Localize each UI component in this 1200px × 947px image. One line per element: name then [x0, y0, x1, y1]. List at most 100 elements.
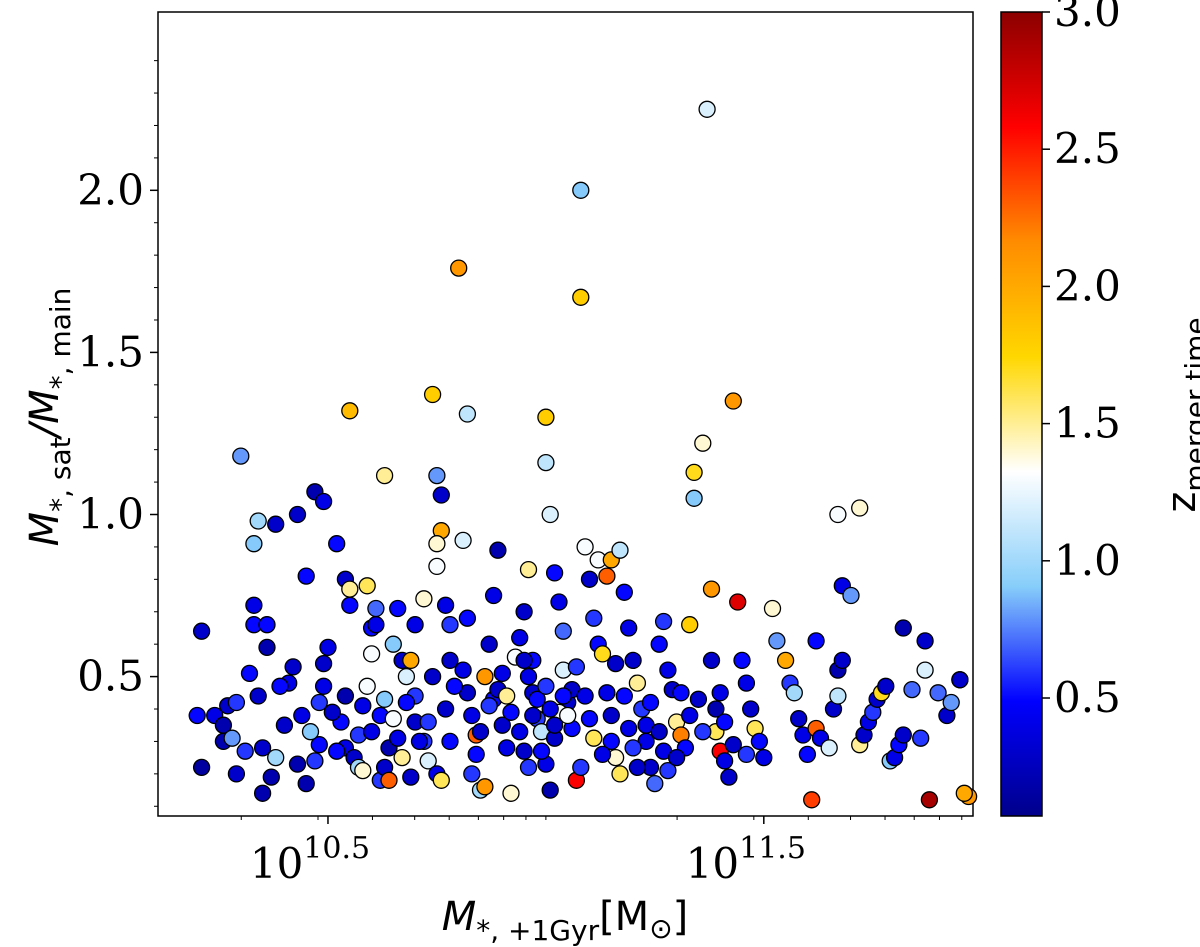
- data-point: [537, 677, 555, 695]
- data-point: [467, 745, 485, 764]
- colorbar-tick-label: 2.0: [1054, 261, 1121, 310]
- data-point: [702, 580, 721, 598]
- data-point: [432, 771, 450, 789]
- data-point: [223, 729, 241, 747]
- data-point: [920, 791, 939, 809]
- data-point: [624, 739, 642, 757]
- data-point: [336, 687, 355, 705]
- data-point: [545, 564, 564, 582]
- data-point: [763, 599, 782, 618]
- data-point: [480, 635, 498, 653]
- data-point: [267, 515, 285, 533]
- data-point: [602, 706, 620, 725]
- data-point: [288, 505, 307, 524]
- data-point: [384, 635, 402, 653]
- y-axis-label: M*, sat/M*, main: [22, 288, 77, 547]
- data-point: [955, 784, 973, 802]
- data-point: [580, 570, 599, 588]
- data-point: [829, 505, 847, 524]
- data-point: [715, 713, 734, 731]
- data-point: [598, 684, 616, 702]
- data-point: [463, 765, 481, 783]
- data-point: [654, 612, 673, 631]
- data-point: [755, 748, 773, 767]
- data-point: [742, 700, 760, 718]
- data-point: [323, 703, 341, 721]
- data-point: [310, 736, 328, 754]
- data-point: [380, 771, 398, 789]
- data-point: [314, 654, 333, 673]
- data-point: [851, 499, 869, 517]
- y-tick-label: 0.5: [77, 652, 144, 701]
- data-point: [306, 752, 324, 770]
- colorbar-tick-label: 1.0: [1054, 536, 1121, 585]
- data-point: [807, 632, 825, 650]
- data-point: [436, 700, 455, 718]
- y-tick-label: 1.0: [77, 490, 144, 539]
- data-point: [502, 784, 520, 802]
- data-point: [729, 593, 747, 611]
- data-point: [314, 677, 333, 695]
- data-point: [912, 729, 930, 747]
- data-point: [689, 690, 708, 708]
- data-point: [720, 768, 738, 786]
- data-point: [685, 489, 703, 507]
- data-point: [545, 716, 564, 734]
- data-point: [585, 729, 603, 747]
- data-point: [450, 259, 468, 277]
- data-point: [328, 535, 346, 553]
- data-point: [511, 629, 529, 647]
- data-point: [694, 434, 712, 452]
- data-point: [519, 560, 538, 579]
- data-point: [441, 651, 459, 670]
- data-point: [354, 697, 372, 715]
- data-point: [641, 693, 660, 712]
- data-point: [436, 596, 455, 614]
- data-point: [916, 632, 934, 650]
- data-point: [541, 781, 559, 799]
- data-point: [258, 638, 276, 657]
- data-point: [397, 693, 416, 712]
- data-point: [249, 512, 267, 530]
- data-point: [258, 616, 276, 634]
- data-point: [498, 739, 516, 757]
- data-point: [476, 778, 494, 796]
- data-point: [362, 723, 381, 741]
- data-point: [606, 654, 625, 673]
- data-point: [615, 583, 633, 601]
- data-point: [580, 710, 599, 728]
- data-point: [410, 732, 429, 751]
- data-point: [319, 638, 337, 657]
- data-point: [511, 723, 529, 741]
- data-point: [415, 590, 433, 608]
- data-point: [393, 748, 411, 767]
- data-point: [829, 687, 847, 705]
- data-point: [711, 684, 729, 702]
- data-point: [576, 687, 594, 705]
- data-point: [454, 531, 472, 550]
- data-point: [441, 732, 459, 751]
- data-point: [188, 706, 206, 725]
- x-tick-label: 1011.5: [686, 831, 806, 888]
- data-point: [532, 742, 551, 760]
- data-point: [192, 622, 211, 640]
- y-axis: 0.5 1.0 1.5 2.0: [77, 60, 158, 807]
- data-point: [301, 723, 320, 741]
- y-tick-label: 1.5: [77, 327, 144, 376]
- data-point: [611, 541, 629, 559]
- data-point: [493, 716, 511, 734]
- data-point: [877, 677, 895, 695]
- y-tick-label: 2.0: [77, 165, 144, 214]
- data-point: [471, 723, 490, 741]
- data-point: [463, 706, 481, 725]
- data-point: [620, 619, 638, 637]
- data-point: [458, 405, 477, 423]
- data-point: [585, 609, 603, 627]
- data-point: [550, 593, 568, 611]
- data-point: [659, 761, 677, 780]
- data-point: [951, 671, 969, 689]
- data-point: [362, 645, 381, 663]
- data-point: [903, 680, 921, 699]
- data-point: [694, 723, 712, 741]
- colorbar-tick-label: 3.0: [1054, 0, 1121, 36]
